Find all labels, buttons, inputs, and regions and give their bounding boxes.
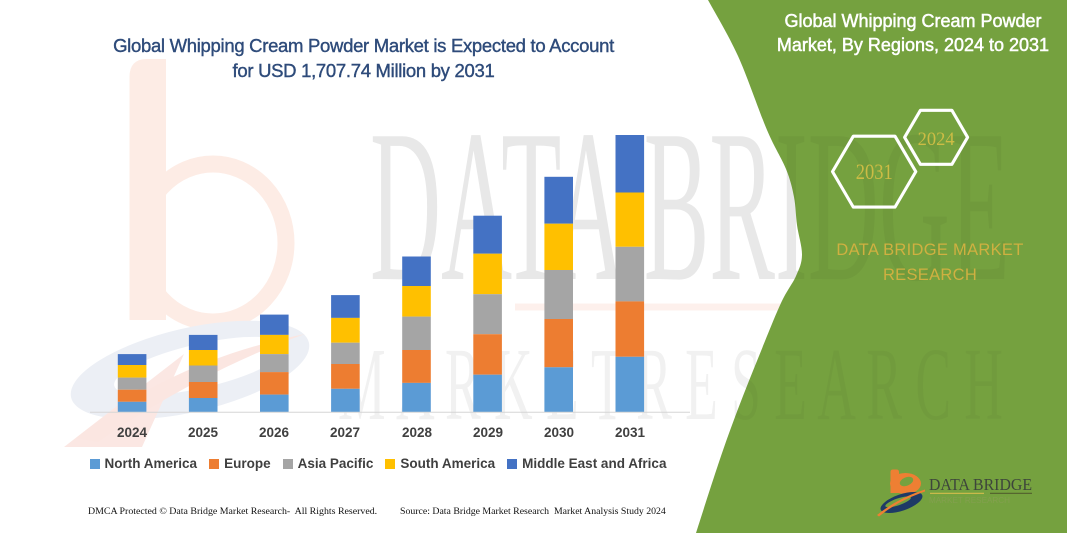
svg-text:2024: 2024 xyxy=(918,129,955,150)
svg-text:2031: 2031 xyxy=(856,159,893,184)
svg-text:MARKET RESEARCH: MARKET RESEARCH xyxy=(929,496,1010,505)
svg-text:DATA BRIDGE: DATA BRIDGE xyxy=(929,475,1032,494)
